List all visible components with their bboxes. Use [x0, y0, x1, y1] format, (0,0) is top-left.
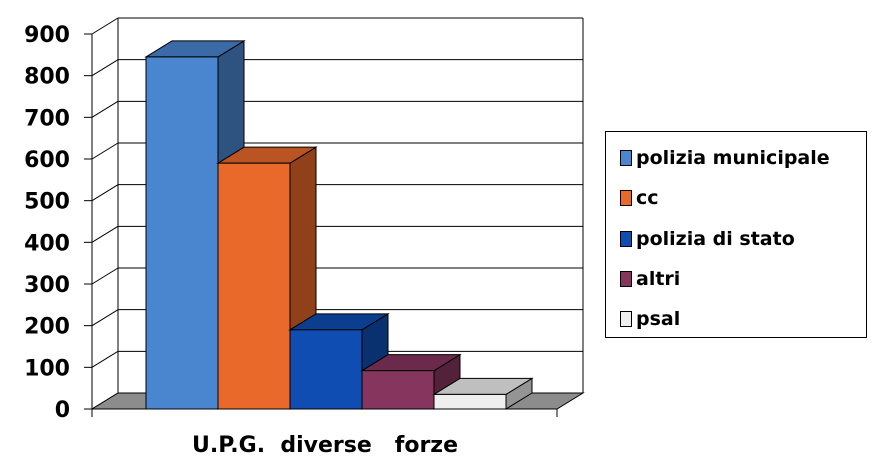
legend-item-2: polizia di stato — [620, 227, 795, 251]
gridline-side — [91, 225, 119, 243]
gridline-side — [91, 184, 119, 202]
legend-label-1: cc — [636, 187, 659, 209]
x-category-label: U.P.G. diverse forze — [192, 433, 458, 458]
y-tick-labels: 0 100 200 300 400 500 600 700 800 900 — [24, 23, 70, 423]
bar-front — [289, 329, 363, 410]
gridline-side — [91, 59, 119, 77]
legend-item-4: psal — [620, 307, 680, 331]
gridline-side — [91, 17, 119, 35]
bar-front — [217, 162, 291, 410]
y-tick-label: 400 — [24, 231, 70, 256]
bar-4 — [432, 377, 534, 410]
y-tick-label: 0 — [55, 398, 70, 423]
y-tick-label: 800 — [24, 65, 70, 90]
gridline-side — [91, 309, 119, 327]
gridline-side — [91, 267, 119, 285]
y-tick-label: 700 — [24, 106, 70, 131]
legend-swatch-0 — [620, 150, 632, 166]
legend-label-0: polizia municipale — [636, 147, 830, 169]
bar-2 — [288, 312, 390, 410]
legend: polizia municipale cc polizia di stato a… — [605, 131, 867, 338]
bar-front — [361, 370, 435, 410]
bar-front — [433, 393, 507, 410]
legend-item-0: polizia municipale — [620, 146, 830, 170]
y-tick-label: 900 — [24, 23, 70, 48]
bar-front — [145, 56, 219, 410]
legend-item-3: altri — [620, 267, 680, 291]
y-tick-label: 100 — [24, 356, 70, 381]
y-tick-label: 200 — [24, 315, 70, 340]
legend-swatch-2 — [620, 231, 632, 247]
legend-label-2: polizia di stato — [636, 228, 795, 250]
bars — [144, 40, 534, 410]
gridline-side — [91, 100, 119, 118]
legend-swatch-3 — [620, 271, 632, 287]
gridline-side — [91, 142, 119, 160]
gridline-side — [91, 350, 119, 368]
y-tick-label: 600 — [24, 148, 70, 173]
y-tick-label: 500 — [24, 190, 70, 215]
legend-swatch-1 — [620, 190, 632, 206]
y-tick-label: 300 — [24, 273, 70, 298]
legend-item-1: cc — [620, 186, 659, 210]
legend-label-3: altri — [636, 268, 681, 290]
bar-1 — [216, 146, 318, 410]
legend-label-4: psal — [636, 308, 681, 330]
legend-swatch-4 — [620, 311, 632, 327]
